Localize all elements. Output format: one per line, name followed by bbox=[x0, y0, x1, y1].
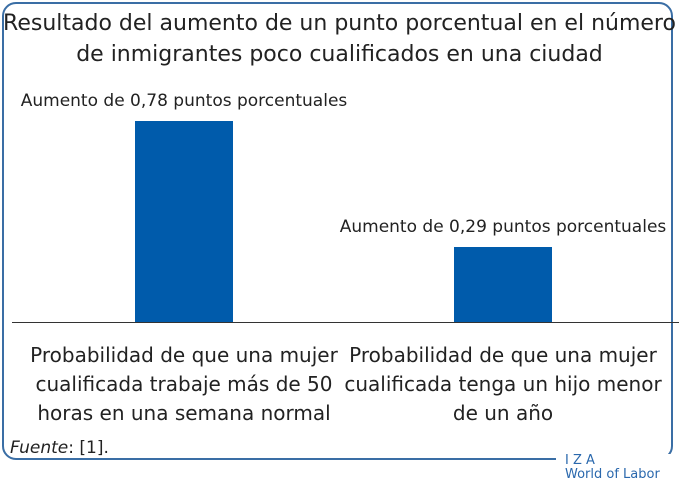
x-tick-label: Probabilidad de que una mujer cualificad… bbox=[30, 343, 338, 425]
source-label: Fuente bbox=[10, 438, 69, 458]
source-text: : [1]. bbox=[68, 438, 109, 458]
value-label: Aumento de 0,78 puntos porcentuales bbox=[20, 91, 348, 111]
x-tick-label: Probabilidad de que una mujer cualificad… bbox=[344, 343, 662, 425]
bar bbox=[454, 247, 552, 322]
frame bbox=[2, 2, 673, 460]
logo-text: World of Labor bbox=[565, 467, 660, 482]
bar bbox=[135, 121, 233, 322]
source: Fuente: [1]. bbox=[10, 438, 109, 458]
baseline bbox=[12, 322, 679, 323]
chart-title: Resultado del aumento de un punto porcen… bbox=[3, 11, 676, 67]
value-label: Aumento de 0,29 puntos porcentuales bbox=[339, 217, 667, 238]
logo: I Z A World of Labor bbox=[556, 454, 679, 483]
logo-mark: I Z A bbox=[565, 453, 595, 468]
